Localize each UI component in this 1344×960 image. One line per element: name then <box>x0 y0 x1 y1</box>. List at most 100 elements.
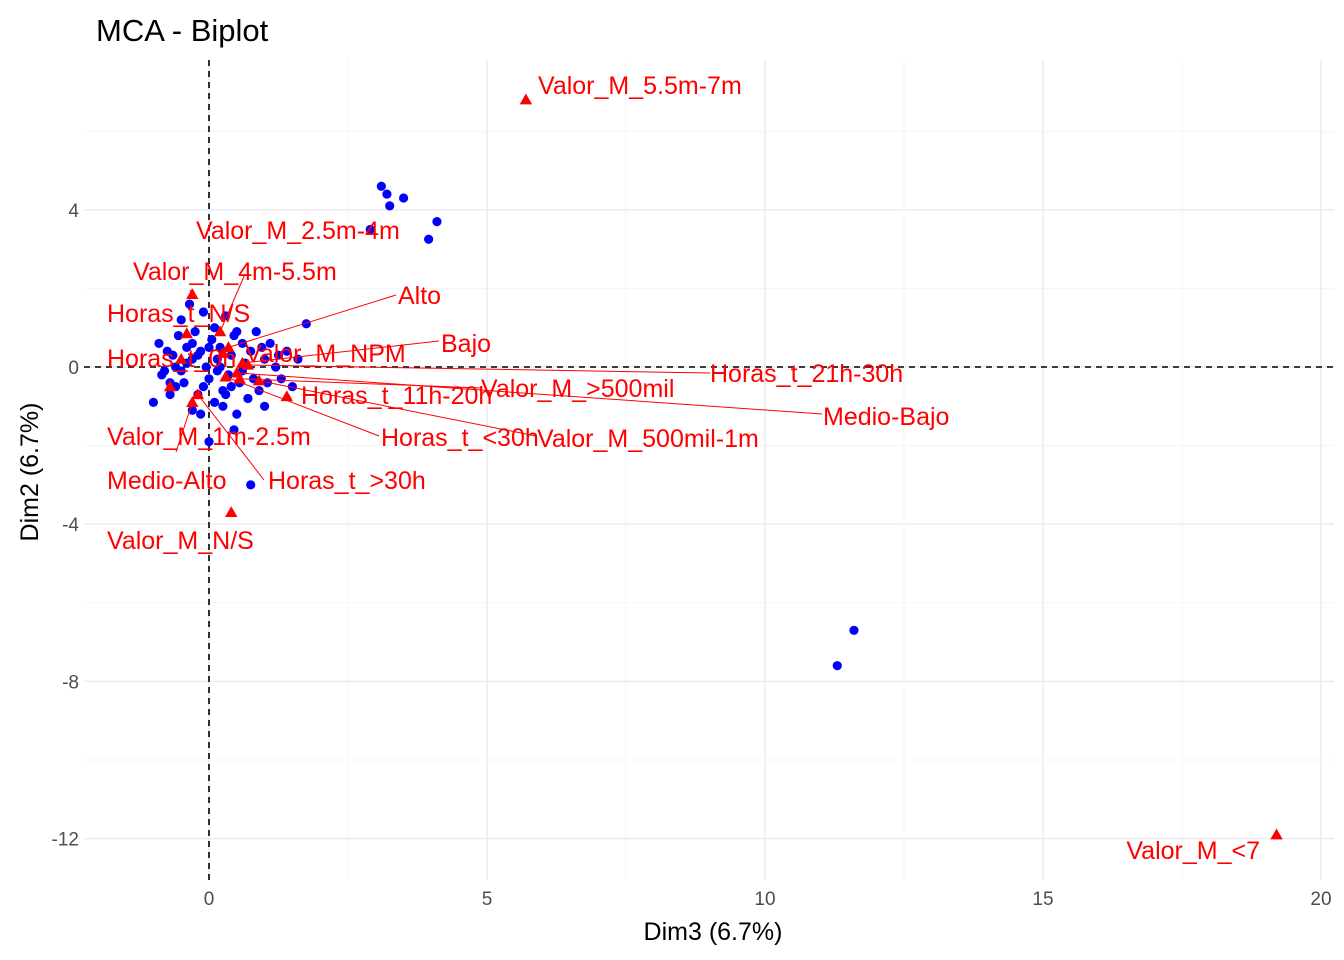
y-tick-label: 0 <box>68 358 79 379</box>
individual-point <box>265 338 275 349</box>
label-segment <box>219 273 246 332</box>
y-tick-label: -8 <box>62 672 79 693</box>
individual-point <box>204 437 214 447</box>
individual-point <box>251 327 261 337</box>
individual-point <box>229 330 239 341</box>
individual-point <box>385 201 395 211</box>
grid <box>84 60 1334 880</box>
individual-point <box>184 299 195 309</box>
individual-point <box>365 224 375 235</box>
variable-marker <box>1270 828 1283 840</box>
label-segment <box>225 376 380 437</box>
label-segment <box>236 372 823 415</box>
variable-label: Valor_M_5.5m-7m <box>538 72 742 100</box>
individual-point <box>376 181 386 191</box>
individual-point <box>204 342 214 352</box>
individual-point <box>168 350 178 360</box>
label-segment <box>239 378 482 389</box>
tick-labels: 0 5 10 15 20 -12 -8 -4 0 4 <box>52 201 1332 910</box>
individual-point <box>271 362 281 372</box>
label-segments <box>175 273 823 481</box>
variable-label: Horas_t_11h-20h <box>301 382 492 410</box>
individual-point <box>246 480 256 490</box>
variable-label: Alto <box>398 282 441 310</box>
variable-marker <box>219 370 232 382</box>
individual-point <box>849 625 859 635</box>
variable-label: Horas_t_N/S <box>107 300 250 328</box>
variable-label: Valor_M_N/S <box>107 527 254 555</box>
y-axis-label: Dim2 (6.7%) <box>16 403 44 542</box>
variable-marker <box>519 93 533 105</box>
individual-points <box>148 181 859 671</box>
individual-point <box>187 354 197 364</box>
individual-point <box>399 193 409 203</box>
individual-point <box>232 409 242 419</box>
individual-point <box>209 397 220 407</box>
variable-marker <box>233 372 246 384</box>
label-segment <box>258 380 537 437</box>
individual-point <box>229 425 239 435</box>
variable-label: Valor_M_<7 <box>1126 837 1260 865</box>
y-tick-label: -12 <box>52 830 79 851</box>
individual-point <box>432 216 442 227</box>
variable-label: Horas_t_21h-30h <box>710 360 903 388</box>
variable-marker <box>225 506 238 518</box>
variable-marker <box>186 396 199 408</box>
reference-lines <box>84 60 1334 880</box>
label-segment <box>175 402 193 453</box>
label-segment <box>247 364 711 374</box>
individual-point <box>221 389 231 400</box>
individual-point <box>424 234 434 244</box>
individual-point <box>246 346 256 356</box>
individual-point <box>287 382 297 392</box>
individual-point <box>204 374 214 384</box>
individual-point <box>171 362 181 372</box>
variable-labels: Valor_M_5.5m-7m Valor_M_2.5m-4m Valor_M_4m… <box>107 72 1260 865</box>
label-segment <box>242 340 440 364</box>
variable-label: Horas_t_>30h <box>268 467 426 495</box>
variable-label: Valor_M_>500mil <box>481 375 674 403</box>
individual-point <box>173 330 184 341</box>
x-tick-label: 20 <box>1310 889 1331 910</box>
label-segment <box>228 294 397 348</box>
variable-marker <box>175 352 188 364</box>
variable-marker <box>216 347 230 358</box>
individual-point <box>832 661 842 671</box>
individual-point <box>273 350 284 360</box>
x-tick-label: 5 <box>482 889 493 910</box>
variable-label: Valor_M_NPM <box>245 340 406 368</box>
individual-point <box>182 342 192 352</box>
individual-point <box>196 409 206 419</box>
variable-label: Valor_M_1m-2.5m <box>107 423 311 451</box>
x-tick-label: 0 <box>204 889 215 910</box>
individual-point <box>243 393 253 404</box>
variable-label: Bajo <box>441 330 491 358</box>
chart-title: MCA - Biplot <box>96 13 269 48</box>
variable-label: Valor_M_2.5m-4m <box>196 217 400 245</box>
variable-label: Medio-Alto <box>107 467 227 495</box>
x-tick-label: 15 <box>1032 889 1053 910</box>
individual-point <box>209 323 220 333</box>
individual-point <box>201 362 211 372</box>
individual-point <box>218 401 228 411</box>
individual-point <box>226 382 236 392</box>
individual-point <box>226 350 236 360</box>
x-tick-label: 10 <box>754 889 775 910</box>
individual-point <box>190 327 200 337</box>
y-tick-label: 4 <box>68 201 79 222</box>
individual-point <box>159 366 170 376</box>
y-tick-label: -4 <box>62 515 79 536</box>
individual-point <box>179 378 189 388</box>
individual-point <box>282 346 292 356</box>
individual-point <box>148 397 158 407</box>
variable-marker <box>252 374 266 386</box>
variable-label: Valor_M_4m-5.5m <box>133 258 337 286</box>
individual-point <box>198 382 209 392</box>
variable-marker <box>222 341 235 352</box>
variable-marker <box>213 325 227 337</box>
individual-point <box>260 354 270 364</box>
individual-point <box>207 334 217 345</box>
variable-marker <box>191 388 205 400</box>
individual-point <box>165 389 175 400</box>
